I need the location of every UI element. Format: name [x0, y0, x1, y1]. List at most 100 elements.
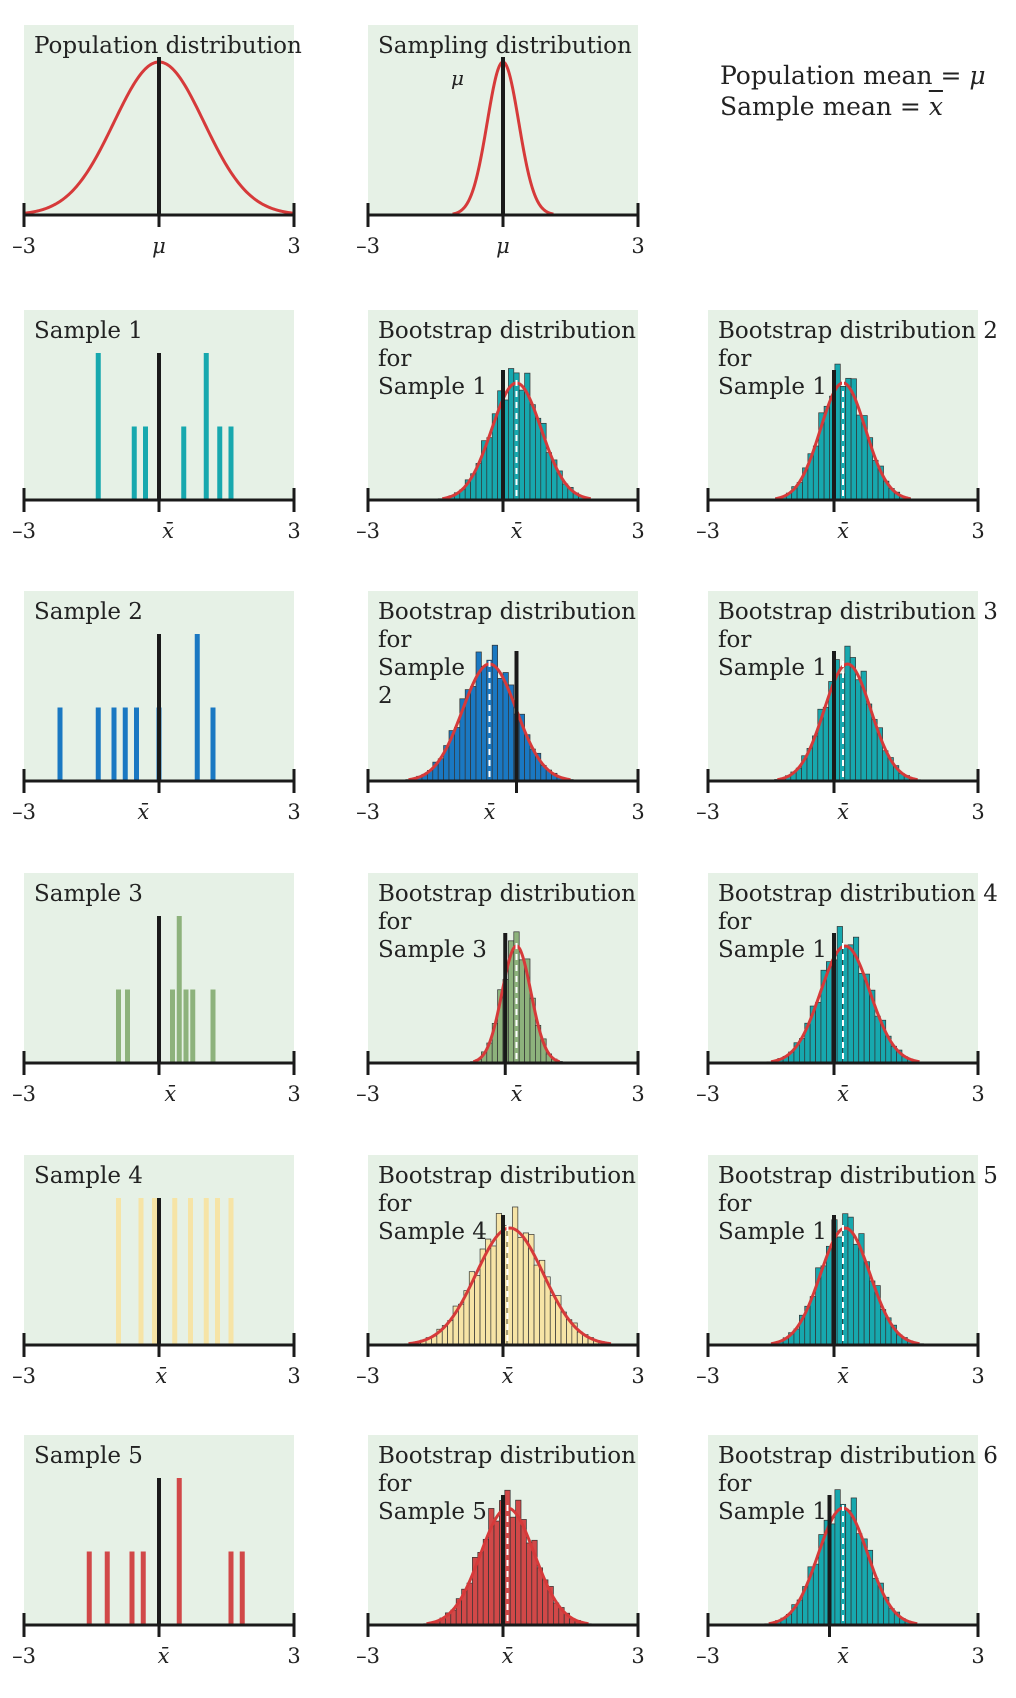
sample-bar — [176, 916, 182, 1063]
sample-bar — [143, 426, 148, 500]
histogram-bar — [517, 1236, 524, 1346]
histogram-bar — [844, 645, 851, 782]
sample-bar — [176, 1478, 182, 1625]
sample-bar — [170, 989, 175, 1063]
mean-tick-label: x̄ — [837, 800, 849, 824]
tick-label-max: 3 — [971, 1082, 984, 1106]
mean-tick-label: x̄ — [137, 800, 149, 824]
tick-label-max: 3 — [287, 1082, 300, 1106]
tick-label-min: –3 — [696, 1364, 720, 1388]
mu-annotation: μ — [451, 66, 464, 90]
legend-sample-mean: Sample mean = x — [720, 92, 943, 121]
histogram-bar — [849, 657, 856, 782]
histogram-bar — [825, 1245, 833, 1346]
tick-label-max: 3 — [631, 800, 644, 824]
panel-title-line: for — [718, 1191, 751, 1217]
histogram-bar — [486, 437, 493, 501]
tick-label-min: –3 — [696, 1082, 720, 1106]
panel-title-line: Sample 4 — [378, 1219, 487, 1245]
mu-symbol: μ — [969, 61, 986, 90]
tick-label-min: –3 — [356, 234, 380, 258]
sample-bar — [172, 1198, 178, 1345]
sample-bar — [188, 1198, 193, 1345]
sample-bar — [131, 426, 137, 500]
chart-panel-6: Sample 2 –3 3 x̄ — [12, 591, 301, 824]
panel-title-line: Bootstrap distribution 3 — [718, 599, 998, 625]
tick-label-min: –3 — [696, 800, 720, 824]
density-curve — [770, 1226, 920, 1346]
histogram-bar — [856, 1533, 863, 1626]
histogram-bar — [490, 1245, 497, 1346]
histogram-bar — [847, 944, 854, 1064]
mean-tick-label: x̄ — [837, 519, 849, 543]
histogram-bar — [822, 706, 829, 782]
xbar-symbol: x — [928, 92, 943, 121]
histogram-bar — [535, 417, 542, 501]
histogram-bar — [526, 1542, 533, 1626]
panel-title-line: for — [378, 1471, 411, 1497]
sample-bar — [210, 707, 216, 781]
histogram-bar — [482, 1538, 489, 1626]
histogram-bar — [874, 1015, 881, 1064]
sample-bar — [190, 989, 196, 1063]
panel-title-line: Sample 1 — [718, 1219, 827, 1245]
chart-panel-12: Sample 4 –3 3 x̄ — [12, 1155, 301, 1388]
tick-label-max: 3 — [971, 519, 984, 543]
density-curve — [770, 944, 920, 1064]
mean-tick-label: x̄ — [502, 1644, 514, 1668]
sample-bar — [217, 426, 223, 500]
sample-bar — [140, 1551, 146, 1625]
sample-bar — [57, 707, 63, 781]
tick-label-min: –3 — [356, 519, 380, 543]
histogram-bar — [493, 1520, 500, 1626]
sample-bar — [111, 707, 117, 781]
panel-title-line: Sample 4 — [34, 1163, 143, 1189]
histogram-bar — [518, 389, 525, 501]
mean-tick-label: x̄ — [164, 1082, 176, 1106]
chart-panel-9: Sample 3 –3 3 x̄ — [12, 873, 301, 1106]
mean-tick-label: x̄ — [511, 1082, 523, 1106]
panel-title-line: Sample 2 — [34, 599, 143, 625]
sample-bar — [95, 353, 101, 500]
histogram-bar — [845, 377, 852, 501]
histogram-bar — [477, 1552, 484, 1626]
histogram-bar — [815, 1001, 822, 1064]
sample-bar — [228, 426, 234, 500]
sample-bar — [134, 707, 139, 781]
panel-title-line: Bootstrap distribution 2 — [718, 318, 998, 344]
tick-label-min: –3 — [12, 1364, 36, 1388]
tick-label-min: –3 — [12, 1644, 36, 1668]
sample-bar — [125, 989, 130, 1063]
panel-title-line: Sample 1 — [378, 374, 487, 400]
histogram-bar — [852, 1243, 860, 1346]
panel-title-line: for — [718, 1471, 751, 1497]
histogram-bar — [518, 959, 525, 1064]
density-curve — [408, 1226, 612, 1346]
sample-bar — [104, 1551, 110, 1625]
sample-bar — [181, 426, 187, 500]
mean-tick-label: x̄ — [502, 1364, 514, 1388]
histogram-bar — [812, 1563, 820, 1626]
sample-bar — [194, 634, 200, 781]
panel-title-line: Sample 1 — [718, 374, 827, 400]
panel-title-line: Bootstrap distribution — [378, 318, 636, 344]
panel-title-line: 2 — [378, 683, 393, 709]
mean-tick-label: x̄ — [158, 1644, 170, 1668]
histogram-bar — [474, 1275, 481, 1346]
panel-title-line: Sampling distribution — [378, 33, 632, 59]
histogram-bar — [522, 1232, 530, 1346]
sample-bar — [86, 1551, 92, 1625]
histogram-bar — [466, 1582, 473, 1626]
panel-title-line: Bootstrap distribution — [378, 881, 636, 907]
histogram-bar — [533, 1264, 540, 1346]
chart-panel-1: Population distribution –3 3 μ — [12, 25, 302, 258]
mean-tick-label: x̄ — [484, 800, 496, 824]
legend: Population mean = μ Sample mean = x — [720, 60, 986, 122]
